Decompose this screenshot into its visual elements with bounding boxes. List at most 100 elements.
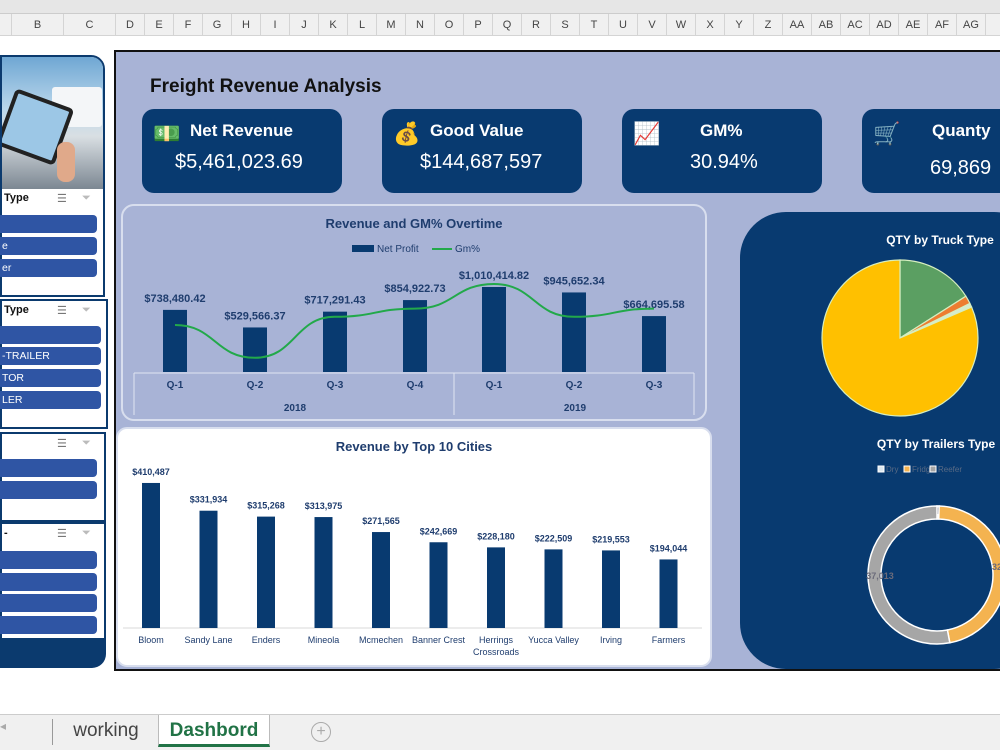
column-header-E[interactable]: E xyxy=(145,14,174,36)
clear-filter-icon[interactable]: ⏷ xyxy=(82,192,91,204)
column-header-AA[interactable]: AA xyxy=(783,14,812,36)
column-header-I[interactable]: I xyxy=(261,14,290,36)
column-header-V[interactable]: V xyxy=(638,14,667,36)
slicer-item[interactable] xyxy=(0,215,97,233)
slicer-item[interactable] xyxy=(0,481,97,499)
x-tick-label: Q-2 xyxy=(247,380,264,391)
column-header-J[interactable]: J xyxy=(290,14,319,36)
clear-filter-icon[interactable]: ⏷ xyxy=(82,304,91,316)
revenue-bar[interactable] xyxy=(163,309,187,372)
revenue-bar[interactable] xyxy=(403,300,427,372)
column-header-U[interactable]: U xyxy=(609,14,638,36)
gm-line[interactable] xyxy=(174,282,655,359)
column-header-T[interactable]: T xyxy=(580,14,609,36)
bar-data-label: $194,044 xyxy=(650,543,688,553)
column-header-X[interactable]: X xyxy=(696,14,725,36)
multi-select-icon[interactable]: ☰ xyxy=(57,438,67,450)
column-header-G[interactable]: G xyxy=(203,14,232,36)
column-header-W[interactable]: W xyxy=(667,14,696,36)
slicer-sidebar: Type ☰ ⏷ e er Type ☰ ⏷ -TRAILER TOR LER ☰ ⏷ - ☰ ⏷ xyxy=(0,55,108,668)
slicer-item[interactable] xyxy=(0,573,97,591)
slice-data-label: 32,512 xyxy=(992,562,1000,572)
clear-filter-icon[interactable]: ⏷ xyxy=(82,437,91,449)
column-header-AC[interactable]: AC xyxy=(841,14,870,36)
column-header-corner[interactable] xyxy=(0,14,12,36)
column-header-P[interactable]: P xyxy=(464,14,493,36)
x-tick-label: Sandy Lane xyxy=(184,635,232,645)
column-header-O[interactable]: O xyxy=(435,14,464,36)
city-bar[interactable] xyxy=(372,532,390,628)
city-bar[interactable] xyxy=(544,549,563,628)
bar-data-label: $331,934 xyxy=(190,495,228,505)
tab-working[interactable]: working xyxy=(73,720,139,741)
tab-dashbord[interactable]: Dashbord xyxy=(158,715,270,747)
column-header-Q[interactable]: Q xyxy=(493,14,522,36)
column-header-Z[interactable]: Z xyxy=(754,14,783,36)
multi-select-icon[interactable]: ☰ xyxy=(57,193,67,205)
city-bar[interactable] xyxy=(429,542,448,628)
slicer-item[interactable]: er xyxy=(0,259,97,277)
column-header-F[interactable]: F xyxy=(174,14,203,36)
chart-title: QTY by Trailers Type xyxy=(877,437,996,451)
column-header-C[interactable]: C xyxy=(64,14,116,36)
slicer-item[interactable] xyxy=(0,326,101,344)
year-group-label: 2019 xyxy=(564,403,587,414)
city-bar[interactable] xyxy=(314,517,333,628)
multi-select-icon[interactable]: ☰ xyxy=(57,305,67,317)
legend-net-profit: Net Profit xyxy=(377,244,419,255)
revenue-bar[interactable] xyxy=(243,327,267,372)
x-tick-label: Q-1 xyxy=(486,380,503,391)
column-header-L[interactable]: L xyxy=(348,14,377,36)
slicer-item[interactable] xyxy=(0,551,97,569)
revenue-bar[interactable] xyxy=(482,287,506,372)
revenue-bar[interactable] xyxy=(642,316,666,372)
slicer-item[interactable] xyxy=(0,594,97,612)
column-header-D[interactable]: D xyxy=(116,14,145,36)
city-bar[interactable] xyxy=(602,550,620,628)
city-bar[interactable] xyxy=(142,482,160,628)
x-tick-label: Q-4 xyxy=(407,380,424,391)
bar-data-label: $228,180 xyxy=(477,531,515,541)
column-header-N[interactable]: N xyxy=(406,14,435,36)
city-bar[interactable] xyxy=(659,559,678,628)
truck-type-slice[interactable] xyxy=(899,259,967,340)
revenue-bar[interactable] xyxy=(562,292,586,372)
column-header-M[interactable]: M xyxy=(377,14,406,36)
column-header-AF[interactable]: AF xyxy=(928,14,957,36)
slicer-item[interactable]: -TRAILER xyxy=(0,347,101,365)
column-header-B[interactable]: B xyxy=(12,14,64,36)
sidebar-footer xyxy=(0,640,106,668)
x-tick-label: Irving xyxy=(600,635,622,645)
slicer-item[interactable]: LER xyxy=(0,391,101,409)
multi-select-icon[interactable]: ☰ xyxy=(57,528,67,540)
revenue-bar[interactable] xyxy=(323,311,347,372)
column-header-R[interactable]: R xyxy=(522,14,551,36)
slicer-item[interactable] xyxy=(0,459,97,477)
legend-gm: Gm% xyxy=(455,244,480,255)
city-bar[interactable] xyxy=(257,516,275,628)
trailer-type-slice[interactable] xyxy=(867,505,951,645)
column-header-H[interactable]: H xyxy=(232,14,261,36)
city-bar[interactable] xyxy=(487,547,505,628)
column-header-S[interactable]: S xyxy=(551,14,580,36)
bar-data-label: $738,480.42 xyxy=(144,293,205,305)
column-header-K[interactable]: K xyxy=(319,14,348,36)
clear-filter-icon[interactable]: ⏷ xyxy=(82,527,91,539)
column-header-AB[interactable]: AB xyxy=(812,14,841,36)
truck-type-slice[interactable] xyxy=(821,259,979,417)
slicer-item[interactable] xyxy=(0,616,97,634)
sheet-tabs-bar: ◂ working Dashbord + xyxy=(0,714,1000,750)
city-bar[interactable] xyxy=(199,510,218,628)
scroll-left-icon[interactable]: ◂ xyxy=(0,719,7,733)
x-tick-label: Mcmechen xyxy=(359,635,403,645)
column-header-AD[interactable]: AD xyxy=(870,14,899,36)
slicer-item[interactable]: e xyxy=(0,237,97,255)
column-header-AE[interactable]: AE xyxy=(899,14,928,36)
bar-data-label: $313,975 xyxy=(305,501,343,511)
slicer-item[interactable]: TOR xyxy=(0,369,101,387)
column-header-AG[interactable]: AG xyxy=(957,14,986,36)
plus-circle-icon[interactable]: + xyxy=(311,722,331,742)
column-header-Y[interactable]: Y xyxy=(725,14,754,36)
kpi-value: $5,461,023.69 xyxy=(175,151,303,173)
kpi-card-net-revenue: 💵 Net Revenue $5,461,023.69 xyxy=(142,109,342,193)
